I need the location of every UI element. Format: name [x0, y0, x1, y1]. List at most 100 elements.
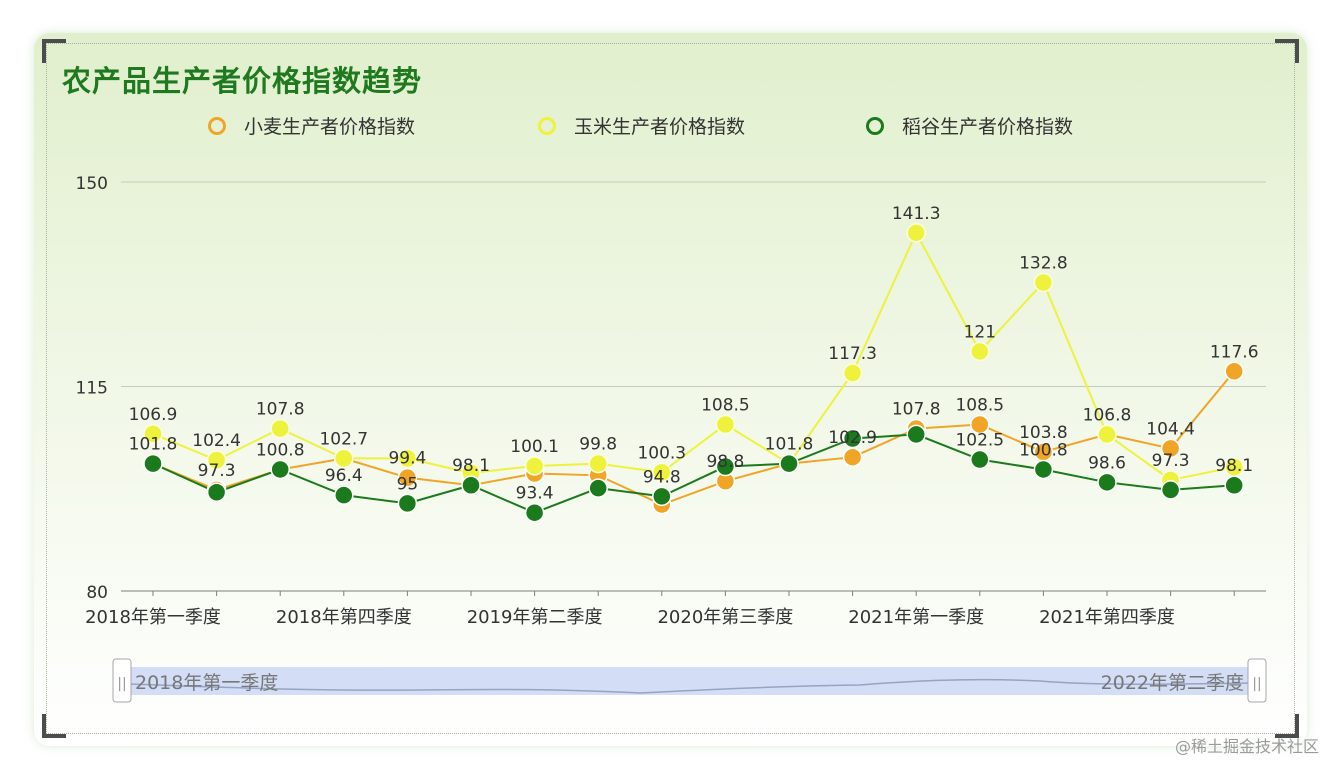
- data-label: 98.6: [1088, 453, 1126, 473]
- data-point: [143, 424, 163, 444]
- data-label: 108.5: [701, 395, 750, 415]
- data-label: 99.8: [579, 435, 617, 455]
- corner-decoration-top-right: [1275, 39, 1299, 63]
- data-label: 100.1: [510, 437, 559, 457]
- series-line-1: [152, 230, 1235, 482]
- data-label: 117.6: [1210, 342, 1259, 362]
- data-label: 104.4: [1146, 419, 1195, 439]
- data-label: 102.4: [192, 431, 241, 451]
- data-label: 97.3: [198, 461, 236, 481]
- corner-decoration-bottom-right: [1275, 714, 1299, 738]
- x-tick-label: 2018年第一季度: [85, 607, 221, 628]
- data-point: [334, 448, 354, 469]
- corner-decoration-bottom-left: [42, 714, 66, 738]
- data-label: 96.4: [325, 466, 363, 486]
- data-point: [143, 453, 163, 474]
- data-point: [652, 486, 672, 507]
- data-point: [906, 424, 926, 445]
- series-line-0: [152, 370, 1235, 506]
- data-label: 102.7: [319, 429, 368, 449]
- data-point: [1097, 472, 1117, 493]
- data-label: 98.1: [452, 456, 490, 476]
- data-point: [270, 418, 290, 439]
- data-label: 107.8: [256, 400, 305, 420]
- data-label: 98.8: [706, 452, 744, 472]
- x-tick-label: 2019年第二季度: [467, 607, 603, 628]
- chart-panel: [34, 33, 1307, 746]
- data-label: 121: [964, 322, 996, 342]
- data-point: [397, 467, 418, 488]
- watermark-text: @稀土掘金技术社区: [1174, 737, 1319, 756]
- data-point: [970, 341, 990, 362]
- chart-title: 农产品生产者价格指数趋势: [62, 64, 423, 98]
- datazoom-handle-left-grip: ||: [117, 676, 126, 692]
- corner-decoration-top-left: [42, 39, 66, 63]
- data-label: 106.8: [1083, 405, 1132, 425]
- datazoom-handle-right-grip: ||: [1252, 676, 1261, 692]
- data-point: [1160, 480, 1181, 500]
- data-point: [397, 493, 418, 514]
- data-label: 102.5: [955, 431, 1004, 451]
- data-point: [524, 456, 545, 476]
- panel-border: [46, 43, 1295, 734]
- data-point: [588, 453, 608, 474]
- data-label: 103.8: [1019, 423, 1068, 443]
- data-point: [1033, 459, 1054, 480]
- data-point: [842, 428, 863, 449]
- data-label: 94.8: [643, 467, 681, 487]
- data-point: [1160, 438, 1181, 459]
- data-label: 101.8: [765, 435, 814, 455]
- data-point: [842, 447, 863, 467]
- data-label: 100.3: [637, 443, 686, 463]
- data-label: 107.8: [892, 400, 941, 420]
- datazoom-start-label: 2018年第一季度: [135, 672, 278, 694]
- data-point: [397, 448, 418, 469]
- data-label: 93.4: [516, 484, 554, 504]
- data-label: 102.9: [828, 428, 877, 448]
- x-tick-label: 2018年第四季度: [276, 607, 412, 628]
- data-point: [334, 485, 354, 505]
- data-label: 100.8: [256, 440, 305, 460]
- datazoom-preview-line: [129, 678, 1251, 694]
- data-point: [270, 459, 290, 480]
- data-label: 117.3: [828, 344, 877, 364]
- datazoom-end-label: 2022年第二季度: [1101, 672, 1244, 694]
- y-tick-label: 115: [76, 379, 108, 399]
- legend-item-corn[interactable]: 玉米生产者价格指数: [538, 112, 745, 139]
- data-point: [779, 453, 799, 474]
- data-point: [1224, 361, 1244, 382]
- data-label: 97.3: [1152, 451, 1190, 471]
- data-label: 108.5: [955, 395, 1004, 415]
- data-point: [1224, 475, 1244, 495]
- legend-marker-wheat: [208, 116, 226, 135]
- data-point: [461, 475, 481, 495]
- data-point: [970, 449, 990, 470]
- data-point: [206, 482, 227, 503]
- data-point: [842, 363, 863, 383]
- series-line-2: [152, 433, 1235, 514]
- data-point: [715, 414, 736, 435]
- data-point: [970, 414, 990, 435]
- legend-marker-rice: [866, 116, 884, 135]
- x-tick-label: 2021年第一季度: [848, 607, 984, 628]
- data-point: [524, 502, 545, 523]
- legend-item-wheat[interactable]: 小麦生产者价格指数: [208, 112, 415, 139]
- data-label: 100.8: [1019, 440, 1068, 460]
- data-point: [588, 478, 608, 498]
- legend-item-rice[interactable]: 稻谷生产者价格指数: [866, 112, 1073, 139]
- data-point: [906, 223, 926, 243]
- data-point: [206, 450, 227, 470]
- data-label: 99.4: [388, 449, 426, 469]
- y-tick-label: 150: [76, 174, 108, 194]
- data-label: 95: [397, 474, 419, 494]
- data-point: [1033, 272, 1054, 293]
- datazoom-handle-right[interactable]: [1247, 658, 1267, 703]
- datazoom-handle-left[interactable]: [112, 658, 132, 703]
- x-tick-label: 2020年第三季度: [657, 607, 793, 628]
- legend-label-rice: 稻谷生产者价格指数: [902, 116, 1074, 138]
- data-label: 101.8: [129, 435, 178, 455]
- data-point: [715, 456, 736, 477]
- y-tick-label: 80: [86, 583, 108, 603]
- data-point: [652, 462, 672, 483]
